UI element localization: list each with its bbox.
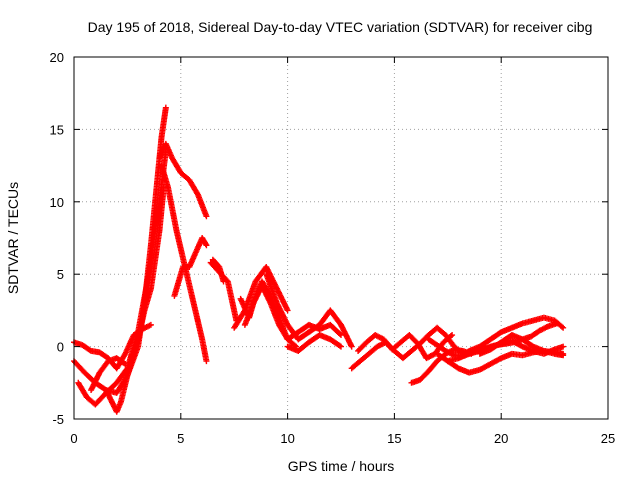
data-point (560, 324, 567, 331)
y-tick-label: 20 (50, 50, 64, 65)
y-tick-label: 10 (50, 195, 64, 210)
x-tick-label: 25 (601, 431, 615, 446)
x-tick-label: 15 (387, 431, 401, 446)
data-point (284, 307, 291, 314)
chart-title: Day 195 of 2018, Sidereal Day-to-day VTE… (88, 19, 593, 35)
series-track-4 (71, 321, 154, 372)
data-point (348, 343, 355, 350)
series-track-8 (171, 235, 210, 299)
data-point (203, 213, 210, 220)
y-tick-label: -5 (52, 412, 64, 427)
data-point (560, 352, 567, 359)
x-tick-label: 10 (280, 431, 294, 446)
series-track-15 (348, 324, 466, 372)
x-tick-label: 5 (177, 431, 184, 446)
series-track-14 (284, 332, 344, 354)
data-point (336, 331, 343, 338)
series-track-6 (156, 140, 210, 220)
data-point (147, 321, 154, 328)
data-point (162, 104, 169, 111)
data-point (203, 358, 210, 365)
series-track-12 (241, 282, 344, 343)
data-point (560, 343, 567, 350)
data-point (338, 343, 344, 350)
y-tick-label: 15 (50, 122, 64, 137)
series-track-16 (355, 332, 456, 362)
data-point (233, 317, 240, 324)
ticks-layer: 0 5 10 15 20 25 -5 0 5 10 15 20 (50, 50, 616, 446)
y-tick-label: 5 (57, 267, 64, 282)
x-tick-label: 20 (494, 431, 508, 446)
data-point (202, 241, 209, 248)
series-track-5 (88, 355, 129, 394)
data-point (336, 342, 343, 349)
data-point (558, 323, 565, 330)
data-point (121, 360, 128, 367)
series-track-13 (263, 271, 355, 350)
x-tick-label: 0 (70, 431, 77, 446)
data-point (122, 360, 129, 367)
series-track-23 (207, 259, 240, 324)
series-track-22 (425, 320, 560, 359)
data-points-layer (71, 104, 567, 415)
y-axis-label: SDTVAR / TECUs (5, 182, 21, 294)
data-point (203, 242, 210, 249)
data-point (449, 332, 456, 339)
x-axis-label: GPS time / hours (288, 458, 395, 474)
y-tick-label: 0 (57, 340, 64, 355)
series-track-19 (444, 347, 567, 376)
series-track-7 (158, 162, 210, 365)
data-point (553, 320, 560, 327)
plot-frame (73, 56, 609, 420)
data-point (447, 333, 454, 340)
